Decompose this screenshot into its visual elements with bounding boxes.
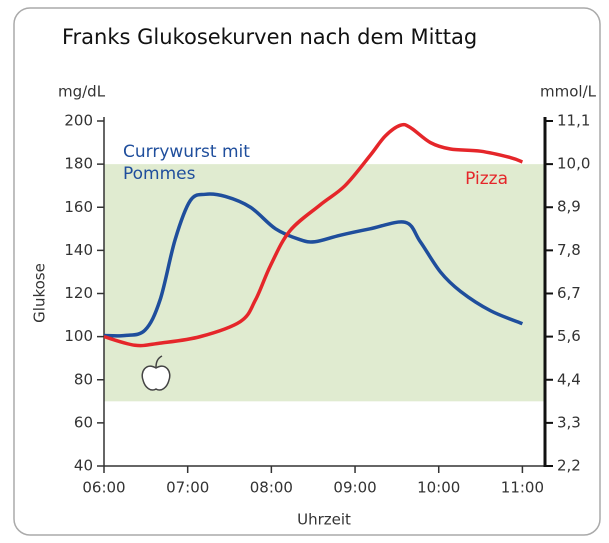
series-label: Pizza [465, 169, 508, 189]
y-tick-label: 40 [74, 457, 93, 475]
y2-tick-label: 11,1 [557, 112, 590, 130]
y-unit: mg/dL [58, 83, 106, 101]
x-axis-label: Uhrzeit [297, 511, 351, 529]
y-tick-label: 60 [74, 413, 93, 431]
y2-tick-label: 8,9 [557, 198, 581, 216]
y-tick-label: 200 [64, 112, 93, 130]
y-axis-label: Glukose [31, 263, 49, 323]
y2-tick-label: 6,7 [557, 284, 581, 302]
y-tick-label: 120 [64, 284, 93, 302]
chart-title: Franks Glukosekurven nach dem Mittag [62, 25, 477, 49]
y-tick-label: 180 [64, 155, 93, 173]
y-tick-label: 80 [74, 370, 93, 388]
y-tick-label: 160 [64, 198, 93, 216]
series-line [103, 122, 524, 348]
y2-tick-label: 10,0 [557, 155, 590, 173]
x-tick-label: 06:00 [82, 479, 125, 497]
y-tick-label: 140 [64, 241, 93, 259]
x-tick-label: 11:00 [501, 479, 544, 497]
apple-icon [141, 355, 171, 391]
y2-tick-label: 4,4 [557, 370, 581, 388]
y2-tick-label: 7,8 [557, 241, 581, 259]
x-tick-label: 09:00 [333, 479, 376, 497]
series-label: Currywurst mit Pommes [123, 142, 250, 184]
y2-tick-label: 2,2 [557, 457, 581, 475]
x-tick-label: 07:00 [166, 479, 209, 497]
y-tick-label: 100 [64, 327, 93, 345]
y2-tick-label: 3,3 [557, 413, 581, 431]
y2-tick-label: 5,6 [557, 327, 581, 345]
x-tick-label: 10:00 [417, 479, 460, 497]
x-tick-label: 08:00 [250, 479, 293, 497]
y2-unit: mmol/L [540, 83, 597, 101]
